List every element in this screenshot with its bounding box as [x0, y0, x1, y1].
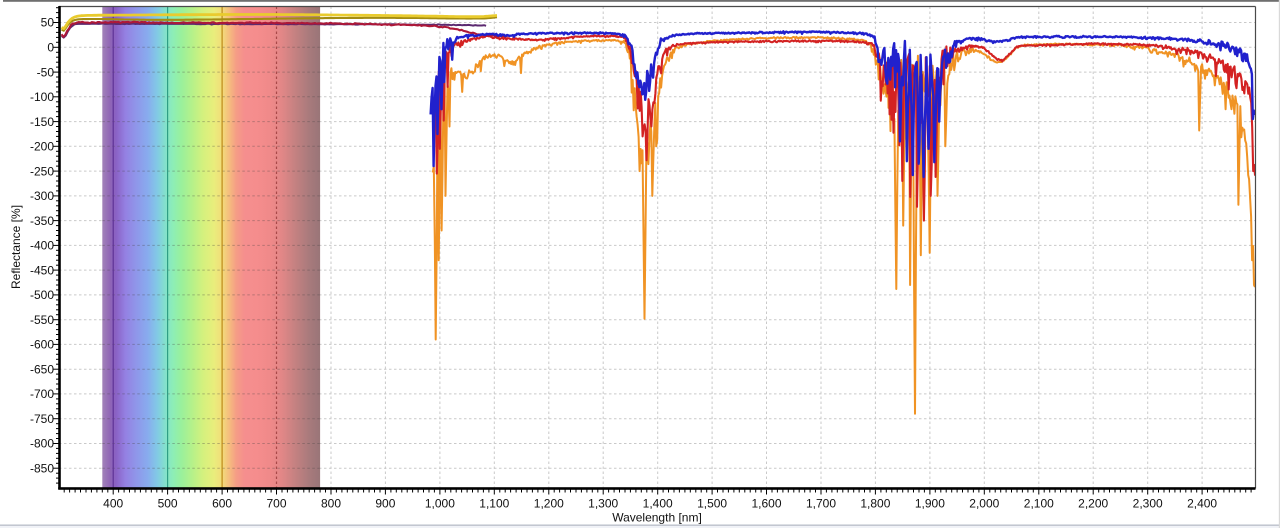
svg-text:-550: -550 [30, 313, 54, 327]
svg-text:-400: -400 [30, 239, 54, 253]
svg-text:1,800: 1,800 [860, 497, 890, 511]
svg-text:-200: -200 [30, 140, 54, 154]
svg-text:2,000: 2,000 [969, 497, 999, 511]
svg-text:-150: -150 [30, 115, 54, 129]
svg-text:0: 0 [47, 41, 54, 55]
svg-text:1,500: 1,500 [697, 497, 727, 511]
svg-text:900: 900 [375, 497, 395, 511]
svg-text:Reflectance [%]: Reflectance [%] [9, 205, 23, 289]
svg-text:-800: -800 [30, 437, 54, 451]
svg-text:1,700: 1,700 [806, 497, 836, 511]
svg-text:-50: -50 [37, 65, 55, 79]
svg-text:-650: -650 [30, 362, 54, 376]
svg-text:1,000: 1,000 [425, 497, 455, 511]
svg-text:Wavelength [nm]: Wavelength [nm] [612, 511, 702, 525]
svg-text:700: 700 [266, 497, 286, 511]
svg-text:2,100: 2,100 [1024, 497, 1054, 511]
svg-text:400: 400 [103, 497, 123, 511]
svg-text:2,300: 2,300 [1133, 497, 1163, 511]
svg-text:-100: -100 [30, 90, 54, 104]
svg-text:1,600: 1,600 [751, 497, 781, 511]
svg-text:2,400: 2,400 [1187, 497, 1217, 511]
svg-text:-700: -700 [30, 387, 54, 401]
svg-text:-450: -450 [30, 263, 54, 277]
svg-text:2,200: 2,200 [1078, 497, 1108, 511]
svg-text:1,900: 1,900 [915, 497, 945, 511]
svg-text:1,200: 1,200 [534, 497, 564, 511]
svg-text:1,400: 1,400 [643, 497, 673, 511]
svg-text:1,300: 1,300 [588, 497, 618, 511]
svg-text:-500: -500 [30, 288, 54, 302]
svg-text:-600: -600 [30, 338, 54, 352]
svg-text:800: 800 [321, 497, 341, 511]
svg-text:50: 50 [41, 16, 55, 30]
svg-text:-750: -750 [30, 412, 54, 426]
svg-text:-850: -850 [30, 461, 54, 475]
svg-text:-250: -250 [30, 164, 54, 178]
svg-text:500: 500 [158, 497, 178, 511]
svg-text:600: 600 [212, 497, 232, 511]
svg-text:1,100: 1,100 [479, 497, 509, 511]
svg-text:-300: -300 [30, 189, 54, 203]
svg-text:-350: -350 [30, 214, 54, 228]
